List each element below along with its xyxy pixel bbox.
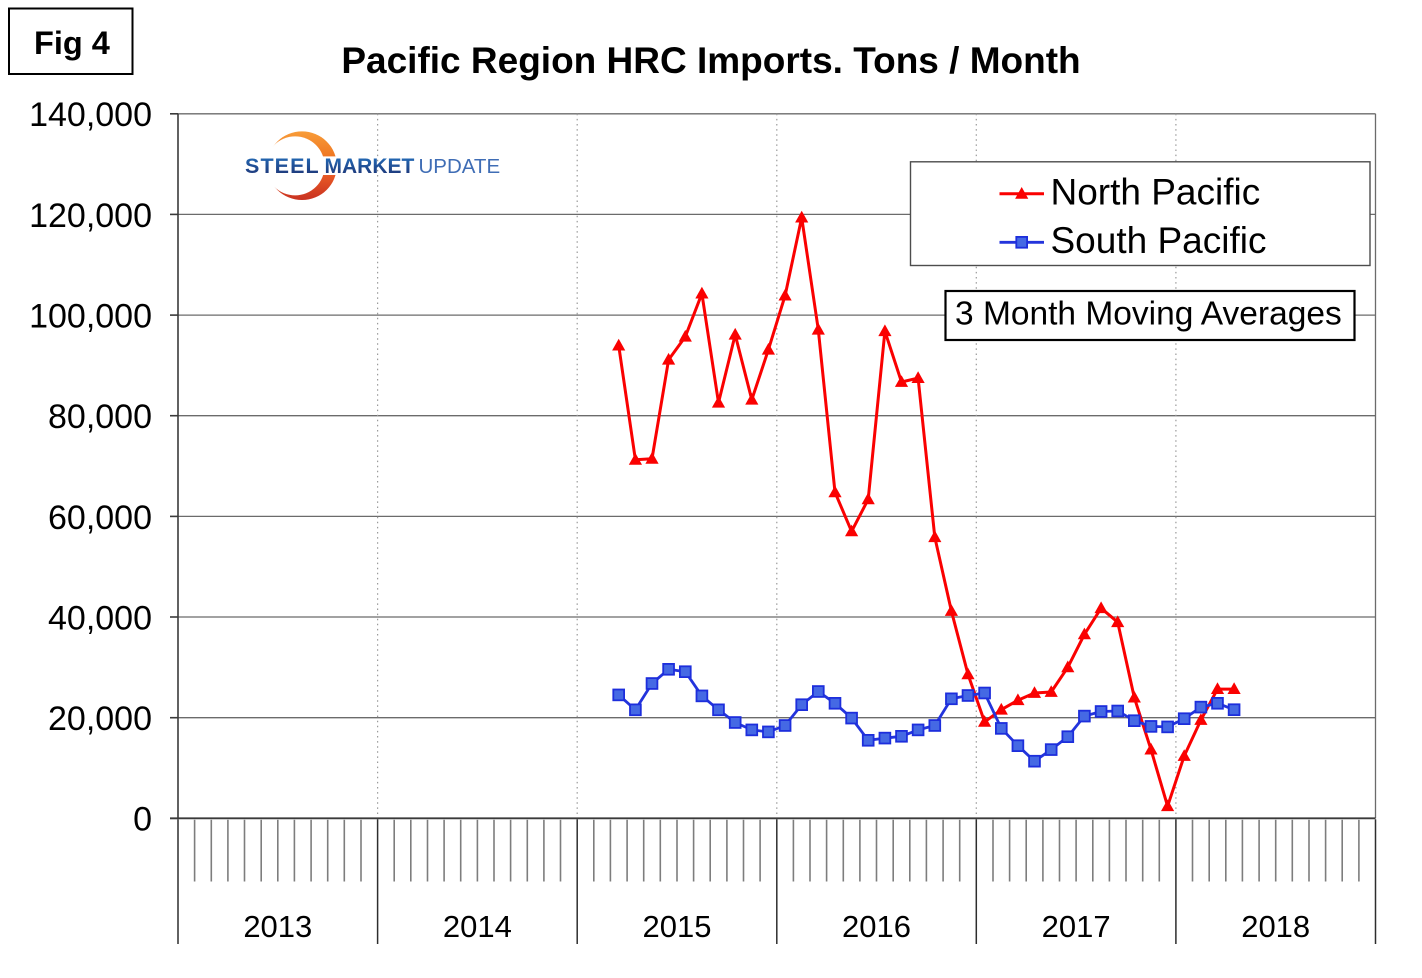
svg-text:UPDATE: UPDATE bbox=[419, 155, 501, 178]
svg-text:2015: 2015 bbox=[643, 909, 712, 944]
svg-text:40,000: 40,000 bbox=[48, 599, 152, 637]
svg-text:120,000: 120,000 bbox=[29, 197, 152, 235]
svg-text:Pacific Region HRC Imports. To: Pacific Region HRC Imports. Tons / Month bbox=[341, 40, 1080, 81]
svg-text:North Pacific: North Pacific bbox=[1051, 171, 1261, 212]
svg-text:100,000: 100,000 bbox=[29, 298, 152, 336]
svg-text:2016: 2016 bbox=[842, 909, 911, 944]
svg-text:Fig 4: Fig 4 bbox=[34, 25, 110, 61]
svg-text:80,000: 80,000 bbox=[48, 398, 152, 436]
svg-text:STEEL: STEEL bbox=[245, 154, 320, 178]
svg-text:MARKET: MARKET bbox=[325, 155, 415, 178]
svg-text:2017: 2017 bbox=[1042, 909, 1111, 944]
svg-text:140,000: 140,000 bbox=[29, 96, 152, 134]
svg-text:2013: 2013 bbox=[243, 909, 312, 944]
svg-text:3 Month Moving Averages: 3 Month Moving Averages bbox=[955, 296, 1342, 333]
svg-text:2014: 2014 bbox=[443, 909, 512, 944]
svg-text:0: 0 bbox=[133, 801, 152, 839]
svg-text:60,000: 60,000 bbox=[48, 499, 152, 537]
svg-text:South Pacific: South Pacific bbox=[1051, 220, 1267, 261]
svg-text:2018: 2018 bbox=[1241, 909, 1310, 944]
svg-text:20,000: 20,000 bbox=[48, 700, 152, 738]
